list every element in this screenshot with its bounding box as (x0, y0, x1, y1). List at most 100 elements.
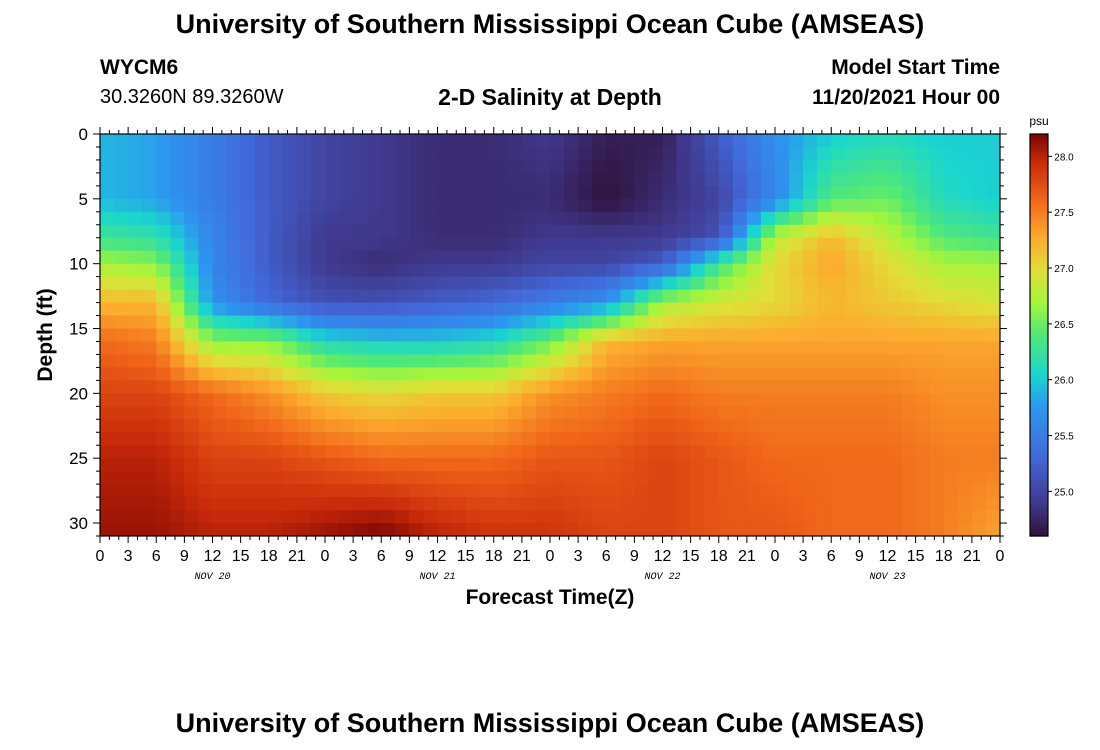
x-tick-label: 6 (377, 548, 386, 565)
heatmap-cell (817, 406, 832, 420)
heatmap-cell (606, 432, 621, 446)
heatmap-cell (170, 380, 185, 394)
heatmap-cell (184, 393, 200, 407)
heatmap-cell (395, 224, 410, 239)
heatmap-cell (493, 484, 509, 498)
heatmap-cell (887, 237, 903, 252)
heatmap-cell (381, 497, 396, 511)
heatmap-cell (859, 289, 875, 304)
heatmap-cell (929, 172, 945, 187)
heatmap-cell (310, 523, 326, 536)
heatmap-cell (971, 146, 987, 161)
heatmap-cell (831, 250, 846, 265)
heatmap-cell (662, 393, 678, 407)
heatmap-cell (929, 497, 945, 511)
heatmap-cell (760, 211, 776, 226)
heatmap-cell (296, 250, 312, 265)
heatmap-cell (943, 393, 959, 407)
heatmap-cell (690, 406, 706, 420)
heatmap-cell (535, 263, 551, 278)
heatmap-cell (620, 263, 635, 278)
heatmap-cell (479, 146, 495, 161)
heatmap-cell (550, 198, 565, 213)
heatmap-cell (760, 172, 776, 187)
heatmap-cell (325, 146, 340, 161)
colorbar-segment (1030, 309, 1048, 313)
heatmap-cell (648, 471, 664, 485)
heatmap-cell (620, 146, 635, 161)
colorbar-segment (1030, 277, 1048, 281)
heatmap-cell (901, 458, 917, 472)
heatmap-cell (634, 276, 650, 291)
heatmap-cell (732, 146, 748, 161)
heatmap-cell (493, 497, 509, 511)
heatmap-cell (887, 497, 903, 511)
heatmap-cell (409, 380, 425, 394)
heatmap-cell (718, 198, 734, 213)
heatmap-cell (465, 406, 481, 420)
heatmap-cell (268, 419, 284, 433)
heatmap-cell (240, 224, 256, 239)
heatmap-cell (493, 315, 509, 330)
heatmap-cell (423, 198, 439, 213)
heatmap-cell (620, 224, 635, 239)
heatmap-cell (437, 185, 453, 200)
heatmap-cell (423, 263, 439, 278)
heatmap-cell (873, 341, 889, 356)
heatmap-cell (128, 445, 143, 459)
heatmap-cell (451, 406, 467, 420)
heatmap-cell (212, 328, 228, 343)
heatmap-cell (564, 354, 579, 369)
heatmap-cell (409, 406, 425, 420)
colorbar-segment (1030, 427, 1048, 432)
heatmap-cell (929, 185, 945, 200)
heatmap-cell (465, 354, 481, 369)
heatmap-cell (240, 146, 256, 161)
heatmap-cell (170, 250, 185, 265)
colorbar-segment (1030, 186, 1048, 190)
heatmap-cell (676, 458, 692, 472)
heatmap-cell (887, 341, 903, 356)
heatmap-cell (662, 172, 678, 187)
heatmap-cell (240, 302, 256, 317)
heatmap-cell (648, 406, 664, 420)
heatmap-cell (282, 406, 298, 420)
colorbar-segment (1030, 181, 1048, 185)
heatmap-cell (521, 445, 537, 459)
heatmap-cell (465, 328, 481, 343)
heatmap-cell (676, 198, 692, 213)
heatmap-cell (704, 276, 720, 291)
heatmap-cell (676, 341, 692, 356)
heatmap-cell (704, 510, 720, 524)
heatmap-cell (957, 432, 973, 446)
colorbar-segment (1030, 184, 1048, 188)
heatmap-cell (451, 393, 467, 407)
heatmap-cell (465, 419, 481, 433)
heatmap-cell (325, 367, 340, 381)
heatmap-cell (943, 367, 959, 381)
heatmap-cell (760, 445, 776, 459)
colorbar-segment (1030, 136, 1048, 140)
heatmap-cell (100, 198, 115, 213)
heatmap-cell (521, 263, 537, 278)
colorbar-segment (1030, 470, 1048, 474)
heatmap-cell (353, 406, 368, 420)
heatmap-cell (156, 198, 171, 213)
colorbar-segment (1030, 292, 1048, 296)
heatmap-cell (310, 289, 326, 304)
colorbar-segment (1030, 219, 1048, 223)
heatmap-cell (901, 134, 917, 148)
heatmap-cell (507, 263, 523, 278)
heatmap-cell (381, 146, 396, 161)
heatmap-cell (296, 328, 312, 343)
heatmap-cell (704, 328, 720, 343)
colorbar-tick-label: 26.0 (1054, 376, 1074, 387)
heatmap-cell (240, 419, 256, 433)
heatmap-cell (465, 198, 481, 213)
heatmap-cell (901, 302, 917, 317)
heatmap-cell (592, 134, 607, 148)
heatmap-cell (732, 367, 748, 381)
heatmap-cell (648, 224, 664, 239)
y-tick-label: 5 (79, 190, 88, 209)
heatmap-cell (564, 510, 579, 524)
